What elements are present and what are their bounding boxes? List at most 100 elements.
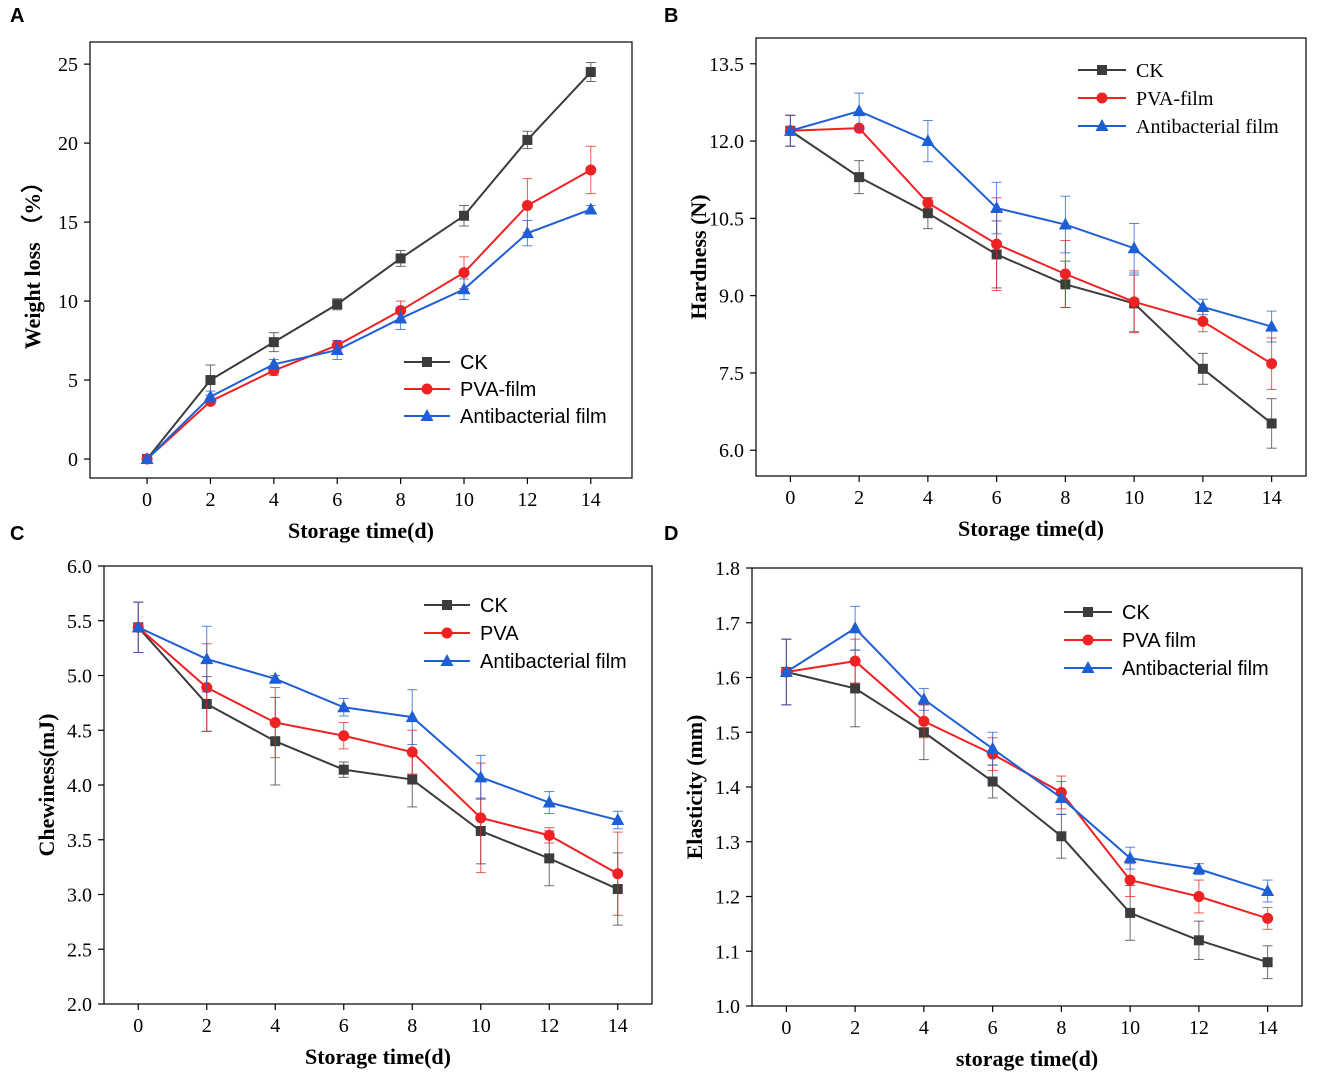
data-point (395, 253, 406, 264)
data-point (779, 665, 793, 678)
data-point (131, 620, 145, 633)
data-point (987, 776, 998, 787)
x-tick-label: 12 (1189, 1017, 1209, 1039)
data-point (522, 134, 533, 145)
x-tick-label: 8 (1060, 487, 1070, 509)
data-point (338, 730, 350, 742)
x-tick-label: 2 (202, 1015, 212, 1037)
data-point (918, 715, 930, 727)
legend-marker (1083, 607, 1093, 617)
y-tick-label: 1.0 (715, 996, 740, 1018)
data-point (338, 764, 349, 775)
data-point (852, 104, 866, 117)
x-tick-label: 6 (988, 1017, 998, 1039)
x-tick-label: 0 (142, 489, 152, 511)
legend-marker (442, 600, 452, 610)
y-tick-label: 25 (58, 54, 78, 76)
data-point (917, 692, 931, 705)
x-tick-label: 4 (270, 1015, 280, 1037)
x-tick-label: 4 (269, 489, 279, 511)
data-point (849, 655, 861, 667)
x-tick-label: 6 (992, 487, 1002, 509)
series-ab (783, 92, 1279, 343)
y-tick-label: 1.3 (715, 832, 740, 854)
data-point (612, 868, 624, 880)
legend-item-ab: Antibacterial film (424, 651, 627, 673)
data-point (458, 267, 470, 279)
data-point (520, 226, 534, 239)
data-point (1265, 319, 1279, 332)
data-point (921, 134, 935, 147)
data-point (1123, 851, 1137, 864)
data-point (1266, 418, 1277, 429)
legend-label: PVA (480, 623, 519, 645)
data-point (1193, 935, 1204, 946)
x-axis-label: Storage time(d) (288, 518, 434, 543)
data-point (1261, 884, 1275, 897)
chart-panel-B: B 0 2 4 6 8 10 12 14 6.0 7.5 9.0 10.5 12.0 13.5 Storage… (664, 5, 1307, 541)
series-ab (779, 605, 1275, 903)
data-point (1056, 831, 1067, 842)
y-tick-label: 0 (68, 449, 78, 471)
series-line (789, 129, 1273, 425)
x-axis-label: Storage time(d) (305, 1044, 451, 1069)
legend-marker (1096, 92, 1108, 104)
data-point (330, 343, 344, 356)
x-tick-label: 12 (517, 489, 537, 511)
y-tick-label: 4.5 (67, 720, 92, 742)
data-point (922, 197, 934, 209)
legend-item-ck: CK (424, 595, 508, 617)
data-point (474, 770, 488, 783)
y-tick-label: 1.5 (715, 722, 740, 744)
data-point (1196, 299, 1210, 312)
panel-letter: B (664, 5, 678, 27)
y-tick-label: 5.5 (67, 611, 92, 633)
legend-item-ab: Antibacterial film (1078, 116, 1279, 138)
data-point (205, 375, 216, 386)
series-line (786, 671, 1268, 964)
y-tick-label: 2.5 (67, 939, 92, 961)
x-tick-label: 12 (539, 1015, 559, 1037)
chart-panel-D: D 0 2 4 6 8 10 12 14 1.0 1.1 1.2 1.3 1.4 1.5 1.6 1.7 1.8 s… (664, 523, 1303, 1071)
panel-letter: D (664, 523, 678, 545)
data-point (521, 200, 533, 211)
y-tick-label: 4.0 (67, 775, 92, 797)
series-line (146, 169, 592, 460)
data-point (406, 746, 418, 758)
legend-marker (420, 409, 434, 421)
x-tick-label: 6 (332, 489, 342, 511)
series-line (137, 626, 619, 875)
series-ck (785, 114, 1277, 449)
x-tick-label: 10 (1120, 1017, 1140, 1039)
plot-frame (751, 567, 1303, 1007)
legend-marker (1095, 119, 1109, 131)
y-tick-label: 9.0 (719, 286, 744, 308)
y-tick-label: 5.0 (67, 666, 92, 688)
y-tick-label: 6.0 (719, 440, 744, 462)
series-ab (140, 202, 598, 465)
y-axis-label: Hardness (N) (686, 194, 711, 319)
x-tick-label: 14 (1258, 1017, 1278, 1039)
y-tick-label: 3.0 (67, 885, 92, 907)
data-point (1059, 268, 1071, 280)
series-line (146, 71, 592, 460)
legend-marker (441, 627, 453, 639)
data-point (269, 717, 281, 729)
series-line (146, 208, 592, 460)
y-tick-label: 5 (68, 370, 78, 392)
legend-item-ab: Antibacterial film (1064, 658, 1269, 680)
data-point (337, 700, 351, 713)
legend-label: PVA-film (460, 379, 536, 401)
y-tick-label: 2.0 (67, 994, 92, 1016)
y-tick-label: 10.5 (709, 208, 744, 230)
x-tick-label: 8 (396, 489, 406, 511)
legend-item-pva: PVA film (1064, 630, 1196, 652)
data-point (203, 389, 217, 402)
data-point (1054, 790, 1068, 803)
data-point (475, 812, 487, 824)
legend-label: Antibacterial film (1136, 116, 1279, 138)
data-point (1058, 217, 1072, 230)
series-pva (780, 638, 1274, 930)
y-tick-label: 20 (58, 133, 78, 155)
